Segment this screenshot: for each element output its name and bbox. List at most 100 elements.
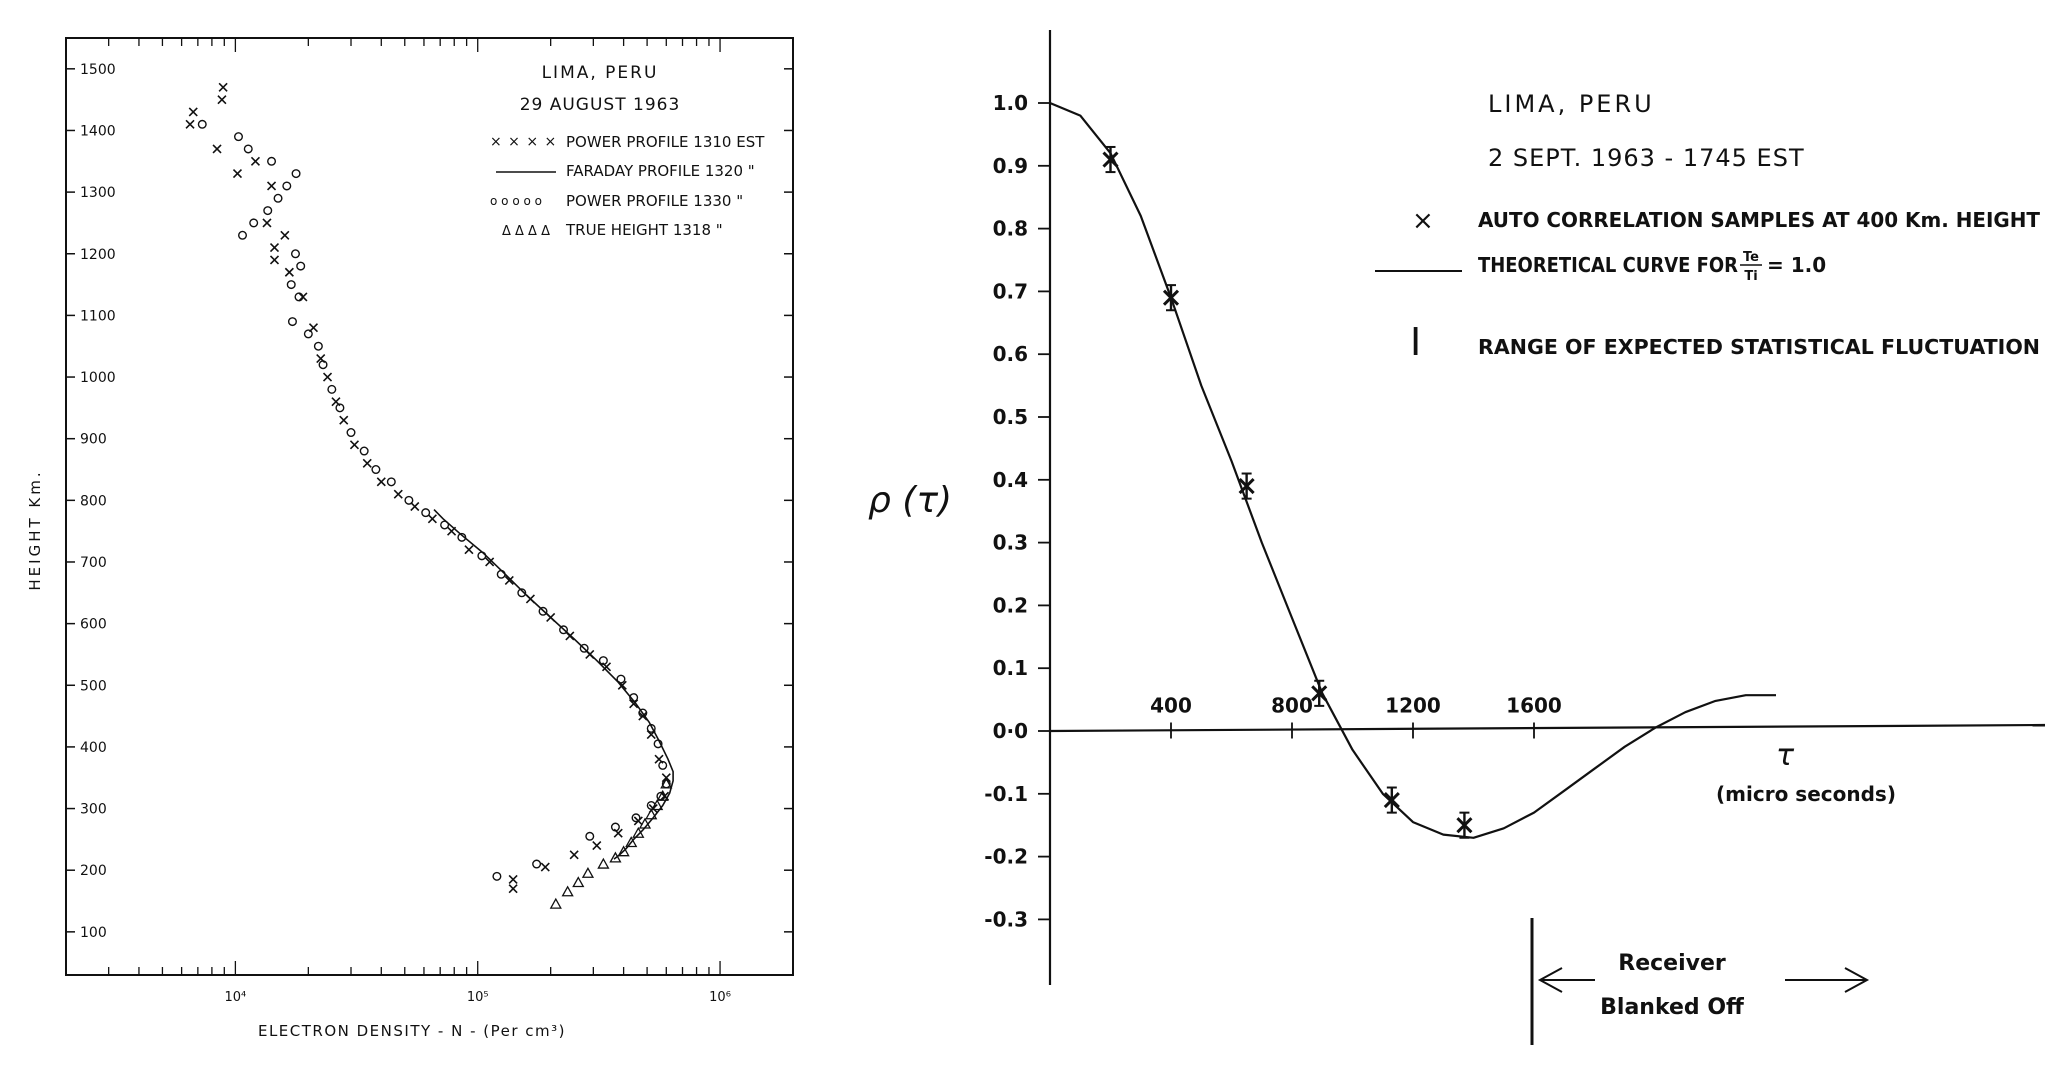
power-profile-1310-point <box>269 255 280 265</box>
power-profile-1330-point <box>233 132 243 142</box>
left-y-tick-label: 1200 <box>80 247 116 263</box>
power-profile-1310-point <box>508 874 518 885</box>
right-y-tick-label: 0.9 <box>993 154 1028 178</box>
right-y-tick-label: 0·0 <box>993 719 1028 743</box>
left-x-tick-label: 10⁴ <box>225 990 247 1005</box>
left-y-tick-label: 200 <box>80 863 107 879</box>
power-profile-1330-point <box>346 428 356 438</box>
power-profile-1330-point <box>517 588 527 598</box>
power-profile-1330-point <box>440 520 450 530</box>
true-height-point <box>572 876 585 888</box>
true-height-point <box>632 826 645 838</box>
legend-label-range: RANGE OF EXPECTED STATISTICAL FLUCTUATIO… <box>1478 335 2040 359</box>
power-profile-1330-point <box>238 230 248 240</box>
left-y-tick-label: 700 <box>80 555 107 571</box>
power-profile-1330-point <box>371 465 381 475</box>
power-profile-1330-point <box>629 693 639 703</box>
right-y-tick-label: -0.1 <box>984 782 1028 806</box>
power-profile-1330-point <box>249 218 259 228</box>
power-profile-1330-point <box>263 206 273 216</box>
power-profile-1330-point <box>318 360 328 370</box>
right-x-tick-label: 800 <box>1271 694 1313 718</box>
power-profile-1330-point <box>638 708 648 718</box>
power-profile-1330-point <box>457 532 467 542</box>
left-chart-title: LIMA, PERU <box>542 63 659 83</box>
autocorrelation-sample-point <box>1456 817 1473 834</box>
power-profile-1310-point <box>218 82 228 92</box>
power-profile-1330-point <box>579 643 589 653</box>
legend-label-power-1310: POWER PROFILE 1310 EST <box>566 133 765 151</box>
power-profile-1330-point <box>404 495 414 505</box>
power-profile-1330-point <box>653 739 663 749</box>
power-profile-1330-point <box>421 508 431 518</box>
legend-symbol-samples: × <box>1412 206 1434 236</box>
power-profile-1330-point <box>538 606 548 616</box>
left-y-tick-label: 800 <box>80 493 107 509</box>
power-profile-1310-point <box>504 575 514 586</box>
power-profile-1330-point <box>197 119 207 129</box>
right-y-tick-label: 0.8 <box>993 217 1028 241</box>
legend-label-faraday: FARADAY PROFILE 1320 " <box>566 162 755 180</box>
power-profile-1330-point <box>327 384 337 394</box>
true-height-point <box>609 851 622 863</box>
power-profile-1310-point <box>393 489 403 499</box>
true-height-point <box>660 777 673 789</box>
left-x-axis: 10⁴ 10⁵ 10⁶ <box>65 38 794 1005</box>
right-x-axis-line <box>1049 723 2046 733</box>
power-profile-1330-point <box>282 181 292 191</box>
power-profile-1310-point <box>376 477 386 487</box>
receiver-arrow-right-head <box>1844 967 1870 993</box>
legend-symbol-power-1310: × × × × <box>490 134 557 150</box>
power-profile-1310-point <box>410 501 420 512</box>
left-plot-frame <box>65 37 794 976</box>
right-y-tick-label: -0.3 <box>984 907 1028 931</box>
left-y-tick-label: 1100 <box>80 308 116 324</box>
right-y-tick-label: 0.6 <box>993 342 1028 366</box>
receiver-label: Receiver <box>1618 951 1726 976</box>
electron-density-chart: 1002003004005006007008009001000110012001… <box>26 37 794 1040</box>
legend-symbol-range: I <box>1410 320 1421 364</box>
power-profile-1330-point <box>532 859 542 869</box>
power-profile-1330-point <box>496 569 506 579</box>
right-y-axis-label: ρ (τ) <box>868 480 952 521</box>
true-height-point <box>656 789 669 801</box>
legend-symbol-power-1330: o o o o o <box>490 194 542 208</box>
receiver-blanked-annotation: Receiver Blanked Off <box>1530 918 1870 1045</box>
right-y-tick-label: 1.0 <box>993 91 1028 115</box>
right-x-tick-label: 400 <box>1150 694 1192 718</box>
true-height-point <box>638 817 652 829</box>
left-y-tick-label: 1000 <box>80 370 116 386</box>
legend-label-power-1330: POWER PROFILE 1330 " <box>566 192 743 210</box>
right-x-tick-label: 1200 <box>1385 694 1441 718</box>
power-profile-1330-point <box>658 760 668 770</box>
power-profile-1310-point <box>540 862 550 872</box>
true-height-point <box>549 897 562 909</box>
right-series <box>1049 101 1776 839</box>
power-profile-1330-point <box>313 341 323 351</box>
true-height-point <box>617 845 630 857</box>
right-chart-title: LIMA, PERU <box>1488 90 1655 118</box>
power-profile-1310-point <box>322 372 333 382</box>
power-profile-1310-point <box>185 119 195 129</box>
left-y-tick-label: 300 <box>80 802 107 818</box>
power-profile-1330-point <box>243 144 253 154</box>
legend-frac-den: Ti <box>1744 269 1757 284</box>
left-legend: × × × × POWER PROFILE 1310 EST FARADAY P… <box>490 133 765 239</box>
right-chart-subtitle: 2 SEPT. 1963 - 1745 EST <box>1488 144 1805 172</box>
true-height-point <box>651 799 664 811</box>
power-profile-1330-point <box>267 156 277 166</box>
power-profile-1310-point <box>262 218 272 228</box>
power-profile-1310-point <box>212 144 222 154</box>
left-y-tick-label: 100 <box>80 925 107 941</box>
right-y-tick-label: -0.2 <box>984 845 1028 869</box>
faraday-profile-line <box>433 509 674 860</box>
left-x-tick-label: 10⁶ <box>709 990 731 1005</box>
autocorrelation-chart: 1.0 0.9 0.8 0.7 0.6 0.5 0.4 0.3 0.2 0.1 0·0 -0.1 -0.… <box>868 30 2046 1045</box>
left-chart-subtitle: 29 AUGUST 1963 <box>520 95 681 115</box>
autocorrelation-sample-point <box>1102 151 1119 168</box>
left-y-axis-label: HEIGHT Km. <box>26 469 44 590</box>
right-y-axis: 1.0 0.9 0.8 0.7 0.6 0.5 0.4 0.3 0.2 0.1 0·0 -0.1 -0.… <box>984 30 1052 985</box>
autocorrelation-sample-point <box>1311 685 1328 702</box>
legend-label-true-height: TRUE HEIGHT 1318 " <box>565 221 723 239</box>
right-y-tick-label: 0.5 <box>993 405 1028 429</box>
